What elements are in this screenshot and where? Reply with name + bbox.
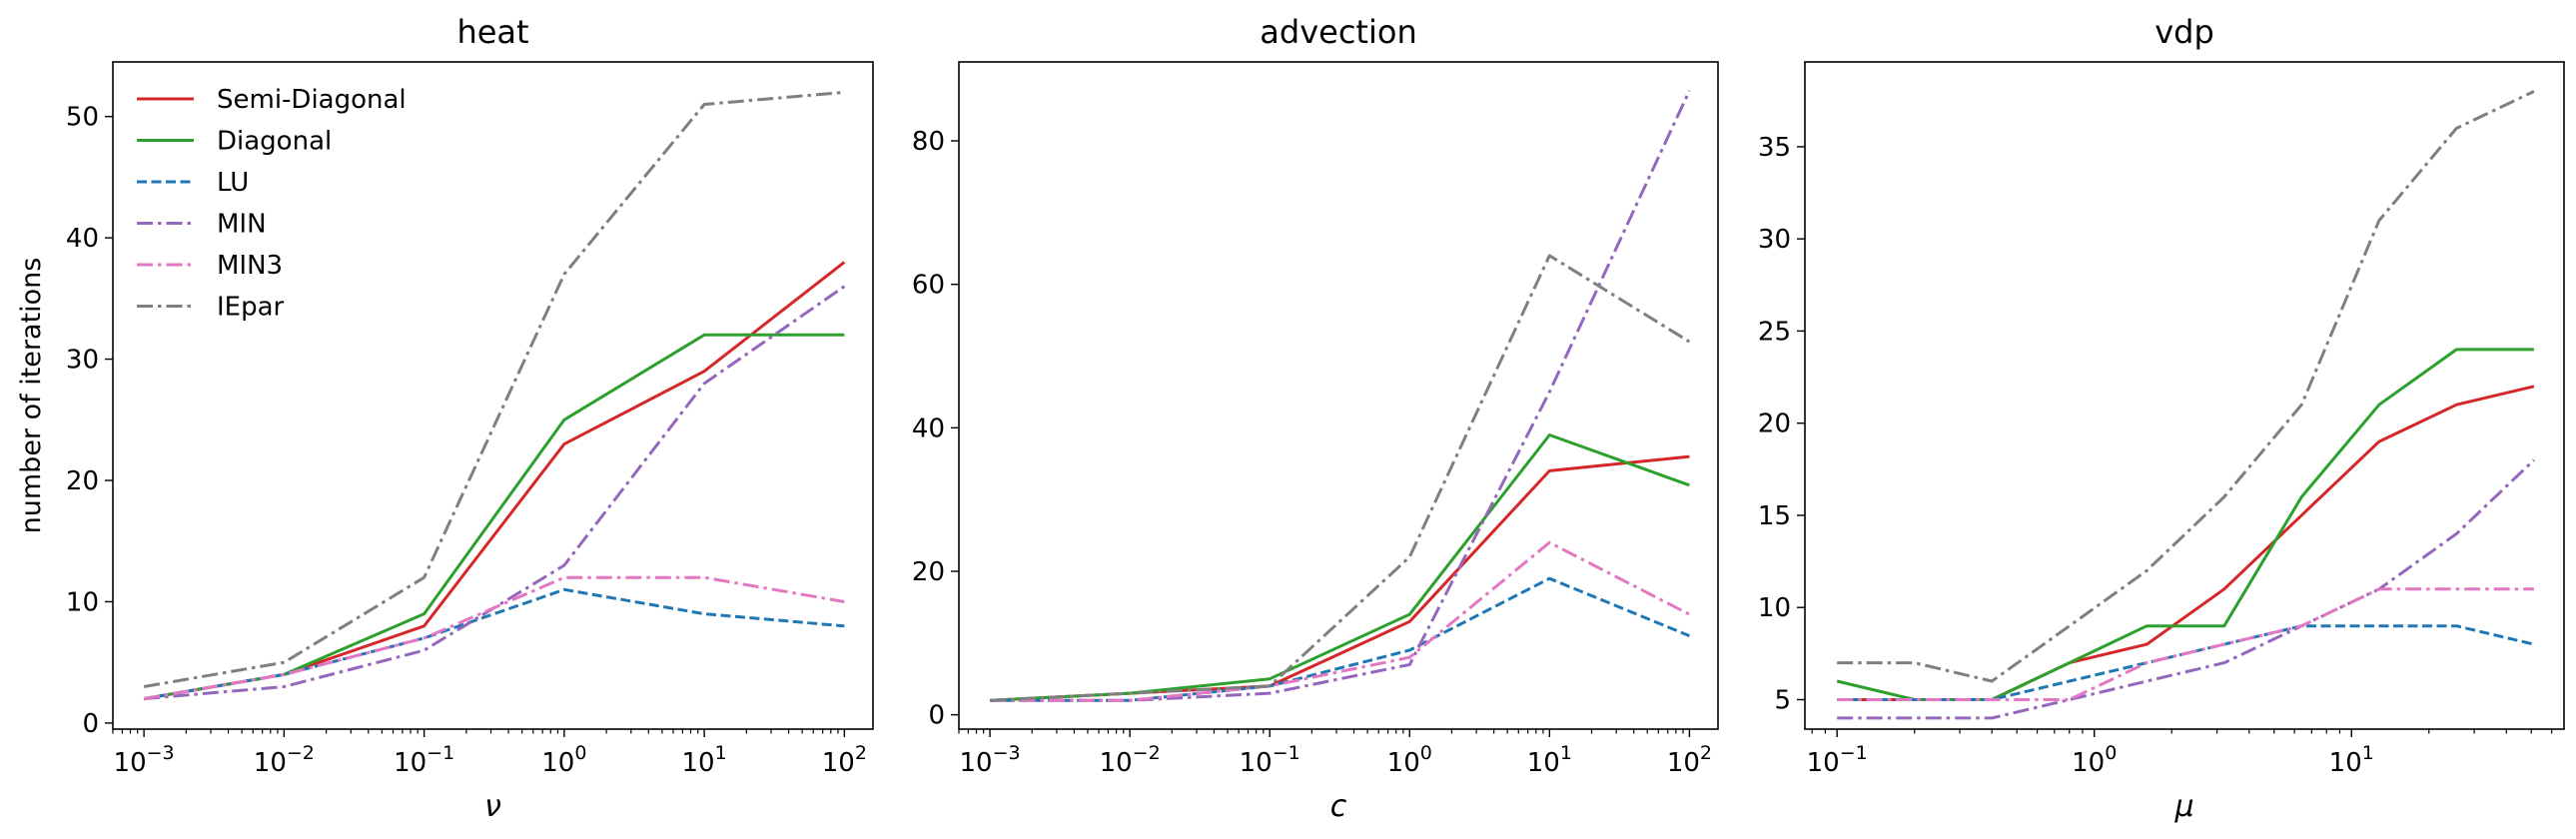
legend-label: Semi-Diagonal [217, 85, 407, 115]
x-tick-label: 101 [682, 742, 727, 778]
series-line-min [1837, 458, 2535, 720]
legend: Semi-Diagonal Diagonal LU MIN MIN3 IEpar [137, 85, 407, 323]
legend-label: LU [217, 168, 249, 198]
y-tick-label: 60 [912, 271, 945, 301]
x-tick-label: 102 [1667, 742, 1712, 778]
plot-area-frame [1804, 61, 2565, 730]
x-axis-label: c [1330, 789, 1347, 824]
x-tick-label: 100 [541, 742, 586, 778]
series-line-lu [1837, 624, 2535, 701]
series-line-min [990, 90, 1691, 702]
legend-label: Diagonal [217, 127, 332, 157]
series-line-diagonal [990, 433, 1690, 702]
y-tick-label: 10 [1758, 593, 1791, 623]
series-line-iepar [990, 254, 1691, 702]
panel-vdp: vdp μ 10−1 100 101 5 10 15 20 25 30 35 [1758, 13, 2565, 824]
x-tick-label: 10−3 [960, 742, 1021, 778]
series-layer [143, 90, 846, 701]
panel-heat: heat ν number of iterations 10−3 10−2 10−1… [16, 13, 874, 824]
x-axis-label: μ [2173, 789, 2193, 824]
x-ticks: 10−1 100 101 [1807, 729, 2553, 778]
y-tick-label: 0 [82, 709, 99, 739]
series-layer [990, 90, 1691, 702]
x-tick-label: 10−3 [114, 742, 175, 778]
series-line-diagonal [143, 333, 845, 701]
legend-label: MIN [217, 210, 267, 240]
x-tick-label: 10−1 [1240, 742, 1300, 778]
series-line-lu [990, 576, 1690, 702]
y-tick-label: 20 [1758, 410, 1791, 439]
series-line-semi-diagonal [143, 261, 846, 701]
y-tick-label: 40 [66, 224, 99, 254]
x-tick-label: 10−2 [1100, 742, 1161, 778]
y-tick-label: 80 [912, 127, 945, 157]
plot-area-frame [958, 61, 1719, 730]
y-tick-label: 20 [66, 466, 99, 496]
series-line-lu [143, 587, 845, 701]
y-ticks: 0 20 40 60 80 [912, 127, 959, 731]
y-axis-label: number of iterations [16, 258, 47, 534]
y-tick-label: 0 [928, 701, 945, 731]
panel-title: advection [1260, 13, 1416, 51]
x-tick-label: 10−2 [254, 742, 315, 778]
panel-title: vdp [2154, 13, 2214, 51]
y-tick-label: 10 [66, 587, 99, 617]
x-axis-label: ν [484, 789, 501, 824]
y-tick-label: 25 [1758, 317, 1791, 347]
x-tick-label: 100 [1387, 742, 1432, 778]
x-tick-label: 100 [2072, 742, 2117, 778]
y-tick-label: 50 [66, 103, 99, 133]
x-ticks: 10−3 10−2 10−1 100 101 102 [112, 729, 867, 778]
panel-advection: advection c 10−3 10−2 10−1 100 101 102 0 20 40 6… [912, 13, 1719, 824]
y-tick-label: 20 [912, 557, 945, 587]
series-line-diagonal [1836, 348, 2534, 701]
x-tick-label: 10−1 [394, 742, 454, 778]
series-line-min3 [143, 575, 845, 701]
panel-title: heat [456, 13, 528, 51]
series-line-iepar [143, 90, 845, 688]
y-tick-label: 40 [912, 414, 945, 443]
legend-label: MIN3 [217, 251, 283, 281]
y-ticks: 0 10 20 30 40 50 [66, 103, 113, 739]
x-tick-label: 10−1 [1807, 742, 1868, 778]
legend-label: IEpar [217, 293, 285, 323]
y-tick-label: 30 [66, 346, 99, 376]
y-tick-label: 15 [1758, 501, 1791, 531]
series-line-min [143, 285, 846, 701]
series-line-min3 [1837, 587, 2534, 701]
y-tick-label: 5 [1774, 685, 1791, 715]
series-line-semi-diagonal [990, 454, 1690, 702]
x-ticks: 10−3 10−2 10−1 100 101 102 [958, 729, 1712, 778]
series-line-min3 [990, 540, 1691, 702]
y-tick-label: 30 [1758, 225, 1791, 255]
plot-area-frame [112, 61, 874, 730]
y-ticks: 5 10 15 20 25 30 35 [1758, 133, 1805, 715]
x-tick-label: 101 [2329, 742, 2374, 778]
x-tick-label: 101 [1527, 742, 1572, 778]
x-tick-label: 102 [822, 742, 867, 778]
y-tick-label: 35 [1758, 133, 1791, 163]
series-line-iepar [1837, 90, 2535, 683]
series-layer [1836, 90, 2535, 720]
